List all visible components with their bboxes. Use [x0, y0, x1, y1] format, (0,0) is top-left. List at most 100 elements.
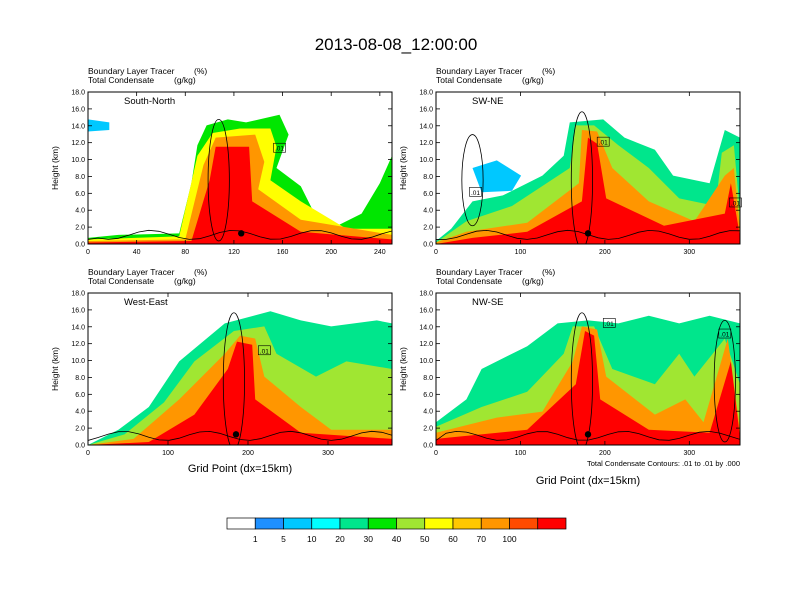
condensate-contour-1	[570, 312, 593, 445]
terrain-line	[436, 430, 740, 441]
x-tick-label: 80	[181, 249, 189, 256]
tracer-field	[88, 311, 392, 445]
colorbar-label: 1	[253, 534, 258, 544]
contour-label-box	[273, 142, 286, 153]
colorbar-swatch-2	[254, 517, 284, 530]
y-tick-label: 12.0	[71, 140, 85, 147]
colorbar-swatch-11	[509, 517, 539, 530]
tracer-field	[436, 312, 740, 445]
y-tick-label: 2.0	[75, 225, 85, 232]
contour-label: .01	[275, 146, 284, 153]
y-tick-label: 2.0	[423, 426, 433, 433]
chart-panel-3: Boundary Layer Tracer (%) Total Condensate…	[50, 267, 393, 457]
terrain-line	[88, 430, 392, 441]
colorbar-swatch-1	[226, 517, 256, 530]
y-tick-label: 0.0	[75, 443, 85, 450]
y-tick-label: 12.0	[419, 341, 433, 348]
y-tick-label: 0.0	[423, 242, 433, 249]
chart-panel-1: Boundary Layer Tracer (%) Total Condensate…	[50, 66, 393, 256]
x-tick-label: 200	[599, 249, 611, 256]
plot-frame	[87, 91, 393, 245]
tracer-field	[436, 111, 740, 244]
left-title-line-1: Boundary Layer Tracer	[88, 267, 175, 277]
y-tick-label: 16.0	[419, 307, 433, 314]
field-layer-5	[472, 160, 522, 193]
x-tick-label: 200	[599, 450, 611, 457]
y-tick-label: 4.0	[423, 208, 433, 215]
field-layer-4	[436, 331, 740, 445]
y-tick-label: 6.0	[423, 191, 433, 198]
colorbar-label: 5	[281, 534, 286, 544]
y-tick-label: 4.0	[75, 208, 85, 215]
contour-label-box	[718, 328, 732, 339]
colorbar-label: 10	[307, 534, 317, 544]
x-tick-label: 0	[434, 450, 438, 457]
x-tick-label: 160	[277, 249, 289, 256]
x-axis-label-left: Grid Point (dx=15km)	[188, 463, 292, 475]
field-layer-4	[436, 137, 740, 244]
figure-title: 2013-08-08_12:00:00	[315, 35, 478, 54]
y-tick-label: 12.0	[419, 140, 433, 147]
right-title-line-1: (%)	[194, 267, 207, 277]
colorbar-swatch-5	[339, 517, 369, 530]
contour-label-box	[596, 136, 610, 147]
colorbar-swatch-4	[311, 517, 341, 530]
x-tick-label: 100	[515, 249, 527, 256]
right-title-line-1: (%)	[194, 66, 207, 76]
colorbar-label: 100	[502, 534, 516, 544]
location-marker	[584, 230, 592, 237]
colorbar-swatch-6	[367, 517, 397, 530]
colorbar-label: 50	[420, 534, 430, 544]
field-layer-4	[88, 341, 392, 445]
y-tick-label: 14.0	[71, 123, 85, 130]
chart-panel-2: Boundary Layer Tracer (%) Total Condensate…	[398, 66, 742, 256]
y-tick-label: 0.0	[75, 242, 85, 249]
left-title-line-2: Total Condensate	[88, 276, 154, 286]
y-tick-label: 16.0	[71, 307, 85, 314]
y-tick-label: 16.0	[419, 106, 433, 113]
right-title-line-1: (%)	[542, 66, 555, 76]
condensate-contour-1	[570, 111, 593, 244]
colorbar-label: 40	[392, 534, 402, 544]
colorbar-swatch-9	[452, 517, 482, 530]
location-marker	[238, 230, 245, 237]
y-tick-label: 18.0	[419, 291, 433, 298]
colorbar-swatch-12	[537, 517, 567, 530]
colorbar-swatch-3	[283, 517, 313, 530]
colorbar-label: 20	[335, 534, 345, 544]
y-tick-label: 6.0	[75, 392, 85, 399]
panel-label: South-North	[124, 96, 175, 107]
y-tick-label: 16.0	[71, 106, 85, 113]
y-tick-label: 0.0	[423, 443, 433, 450]
y-tick-label: 6.0	[75, 191, 85, 198]
y-tick-label: 4.0	[75, 409, 85, 416]
field-layer-4	[88, 146, 392, 244]
y-tick-label: 18.0	[71, 90, 85, 97]
y-tick-label: 10.0	[419, 157, 433, 164]
plot-frame	[435, 91, 741, 245]
plot-frame	[435, 292, 741, 446]
left-title-line-1: Boundary Layer Tracer	[436, 267, 523, 277]
y-tick-label: 6.0	[423, 392, 433, 399]
contour-label: .01	[605, 321, 614, 328]
y-tick-label: 18.0	[71, 291, 85, 298]
y-tick-label: 8.0	[423, 375, 433, 382]
x-tick-label: 200	[242, 450, 254, 457]
field-layer-5	[88, 119, 110, 132]
contour-label-box	[258, 345, 271, 356]
x-tick-label: 300	[683, 450, 695, 457]
left-title-line-2: Total Condensate	[436, 75, 502, 85]
left-title-line-1: Boundary Layer Tracer	[88, 66, 175, 76]
condensate-contour-2	[713, 319, 736, 443]
y-axis-label: Height (km)	[50, 347, 60, 391]
x-tick-label: 0	[434, 249, 438, 256]
panel-label: West-East	[124, 297, 168, 308]
x-tick-label: 100	[162, 450, 174, 457]
chart-panel-4: Boundary Layer Tracer (%) Total Condensate…	[398, 267, 741, 457]
colorbar-swatch-8	[424, 517, 454, 530]
panel-label: NW-SE	[472, 297, 504, 308]
x-tick-label: 240	[374, 249, 386, 256]
y-tick-label: 18.0	[419, 90, 433, 97]
right-title-line-2: (g/kg)	[174, 75, 196, 85]
right-title-line-2: (g/kg)	[174, 276, 196, 286]
